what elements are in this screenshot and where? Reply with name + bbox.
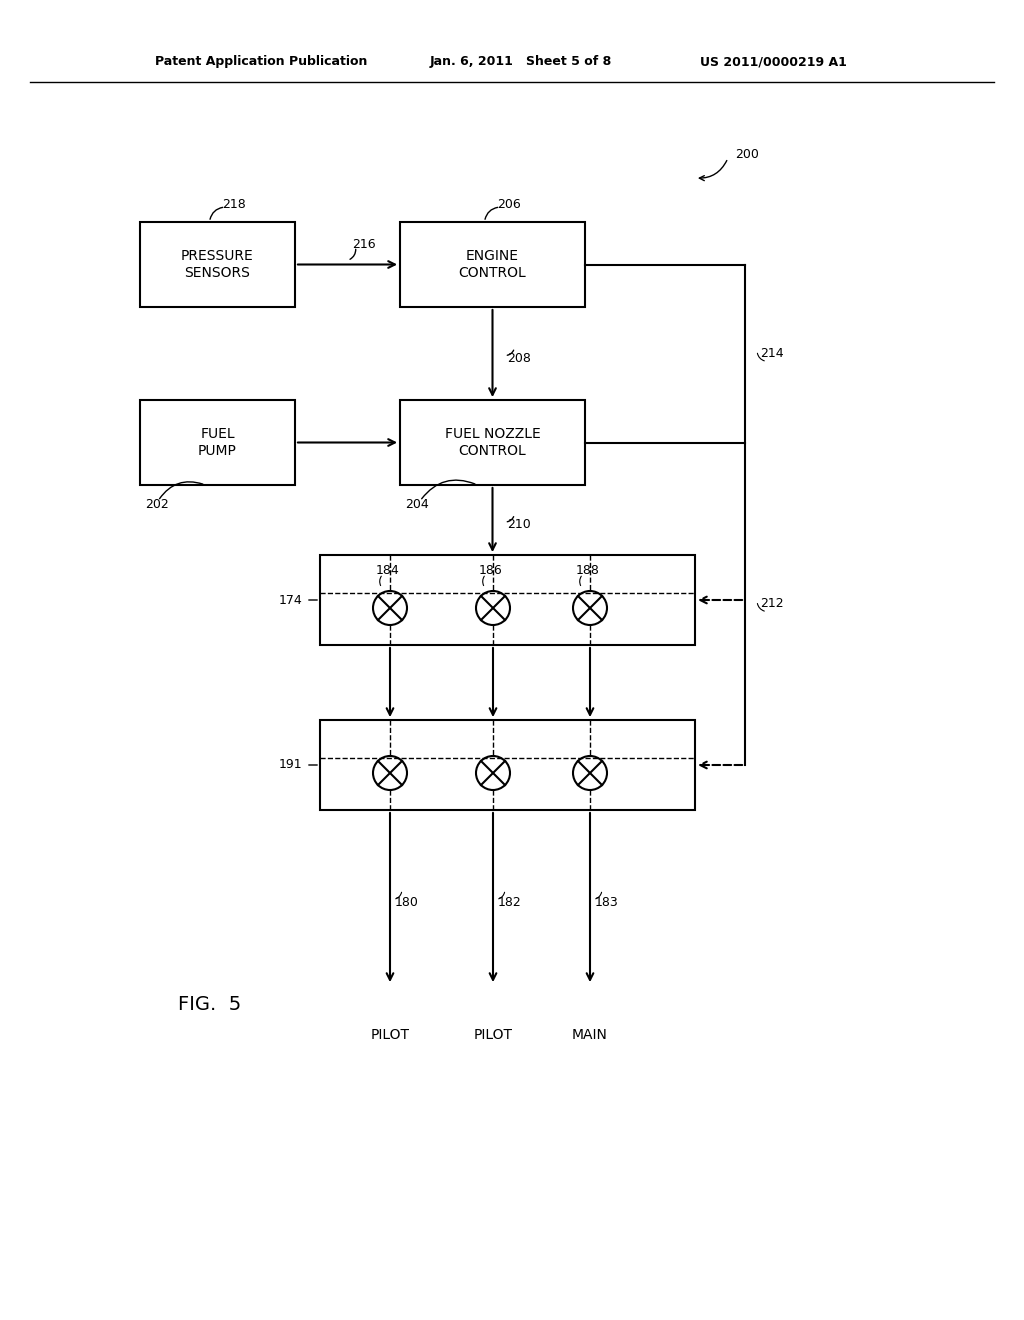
Text: Jan. 6, 2011   Sheet 5 of 8: Jan. 6, 2011 Sheet 5 of 8 [430, 55, 612, 69]
Text: PRESSURE
SENSORS: PRESSURE SENSORS [181, 249, 254, 280]
Text: 214: 214 [760, 347, 783, 360]
Text: FUEL
PUMP: FUEL PUMP [198, 428, 237, 458]
Text: ENGINE
CONTROL: ENGINE CONTROL [459, 249, 526, 280]
Text: 202: 202 [145, 499, 169, 511]
Bar [319, 554, 695, 645]
Text: 182: 182 [498, 896, 522, 909]
Bar [140, 400, 295, 484]
Text: 208: 208 [508, 352, 531, 366]
Text: 174: 174 [279, 594, 302, 606]
Text: FIG.  5: FIG. 5 [178, 995, 242, 1015]
Text: 184: 184 [376, 564, 399, 577]
Text: 206: 206 [498, 198, 521, 210]
Text: PILOT: PILOT [371, 1028, 410, 1041]
Text: 218: 218 [222, 198, 246, 210]
Bar [140, 222, 295, 308]
Text: PILOT: PILOT [473, 1028, 512, 1041]
Text: 188: 188 [575, 564, 600, 577]
Text: 210: 210 [508, 519, 531, 532]
Text: 183: 183 [595, 896, 618, 909]
Text: 216: 216 [352, 238, 376, 251]
Text: 180: 180 [395, 896, 419, 909]
Text: MAIN: MAIN [572, 1028, 608, 1041]
Text: 200: 200 [735, 149, 759, 161]
Text: 204: 204 [406, 499, 429, 511]
Text: US 2011/0000219 A1: US 2011/0000219 A1 [700, 55, 847, 69]
Text: FUEL NOZZLE
CONTROL: FUEL NOZZLE CONTROL [444, 428, 541, 458]
Text: 186: 186 [479, 564, 503, 577]
Text: 212: 212 [760, 597, 783, 610]
Text: 191: 191 [279, 759, 302, 771]
Bar [400, 222, 585, 308]
Text: Patent Application Publication: Patent Application Publication [155, 55, 368, 69]
Bar [400, 400, 585, 484]
Bar [319, 719, 695, 810]
